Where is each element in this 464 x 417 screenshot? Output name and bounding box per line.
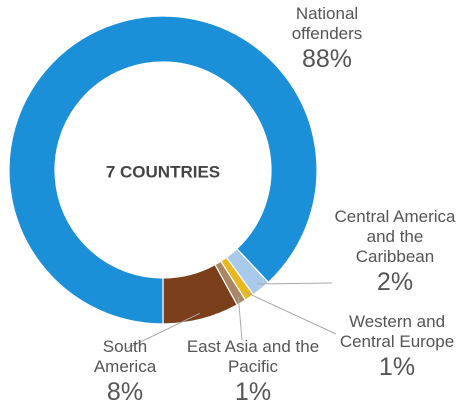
leader-line [257,282,333,285]
category-label: National offenders [291,4,363,43]
category-label: Western and Central Europe [339,312,455,351]
slice-label: East Asia and the Pacific 1% [178,337,328,407]
value-label: 8% [106,378,144,406]
value-label: 88% [301,45,353,73]
value-label: 2% [376,268,414,296]
center-text: 7 COUNTRIES [106,162,220,181]
category-label: Central America and the Caribbean [334,207,456,266]
donut-slice [225,247,270,296]
value-label: 1% [378,353,416,381]
category-label: South America [93,337,157,376]
donut-slice [8,15,318,325]
value-label: 1% [234,378,272,406]
leader-line [237,297,243,341]
slice-label: Central America and the Caribbean 2% [330,207,460,297]
slice-label: National offenders 88% [262,4,392,74]
leader-line [245,291,337,335]
category-label: East Asia and the Pacific [186,337,320,376]
leader-line [127,312,201,349]
slice-label: Western and Central Europe 1% [330,312,464,382]
slice-label: South America 8% [70,337,180,407]
